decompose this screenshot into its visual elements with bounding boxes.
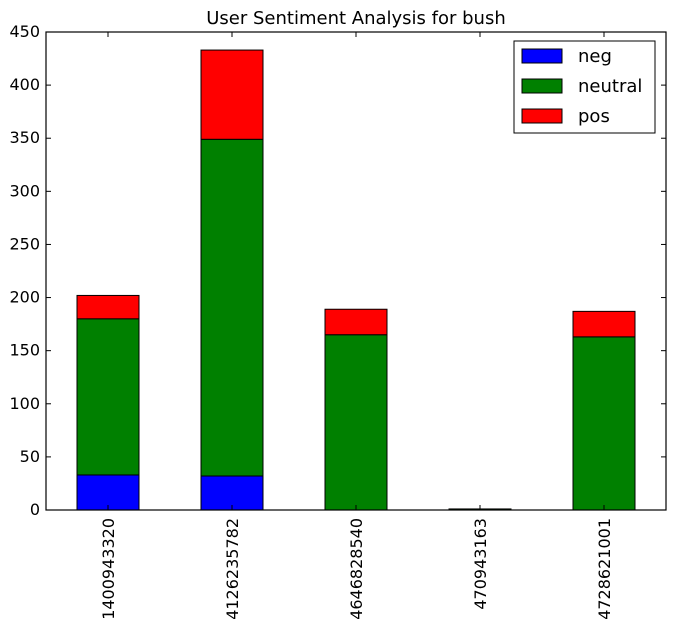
y-tick-label: 450	[9, 22, 40, 41]
y-tick-label: 100	[9, 394, 40, 413]
bar-neutral-4	[572, 336, 636, 511]
x-tick-label: 4126235782	[223, 518, 242, 620]
y-tick-label: 200	[9, 288, 40, 307]
legend-label-pos: pos	[578, 106, 610, 127]
bar-neutral-1	[200, 138, 264, 477]
bar-pos-2	[324, 308, 388, 336]
bar-neutral-0	[76, 318, 140, 476]
x-tick-label: 470943163	[471, 518, 490, 610]
legend: neg neutral pos	[513, 40, 656, 134]
y-axis: 0 50 100 150 200 250 300 350 400 450	[9, 22, 666, 519]
y-tick-label: 250	[9, 234, 40, 253]
legend-swatch-neutral	[521, 78, 563, 94]
bar-neg-0	[76, 474, 140, 511]
legend-swatch-pos	[521, 108, 563, 124]
x-tick-label: 4728621001	[595, 518, 614, 620]
plot-frame	[45, 31, 667, 511]
y-tick-label: 350	[9, 128, 40, 147]
x-axis: 1400943320 4126235782 4646828540 470943163 4…	[99, 32, 614, 620]
x-tick-label: 1400943320	[99, 518, 118, 620]
bar-pos-1	[200, 49, 264, 140]
legend-label-neutral: neutral	[578, 76, 642, 97]
legend-swatch-neg	[521, 48, 563, 64]
bar-neg-1	[200, 475, 264, 511]
y-tick-label: 300	[9, 181, 40, 200]
y-tick-label: 0	[30, 500, 40, 519]
y-tick-label: 50	[20, 447, 40, 466]
legend-label-neg: neg	[578, 46, 612, 67]
y-tick-label: 400	[9, 75, 40, 94]
bar-pos-0	[76, 294, 140, 320]
bars-group	[76, 49, 636, 511]
x-tick-label: 4646828540	[347, 518, 366, 620]
bar-pos-4	[572, 310, 636, 338]
y-tick-label: 150	[9, 341, 40, 360]
bar-neutral-2	[324, 334, 388, 511]
chart-title: User Sentiment Analysis for bush	[206, 8, 506, 29]
